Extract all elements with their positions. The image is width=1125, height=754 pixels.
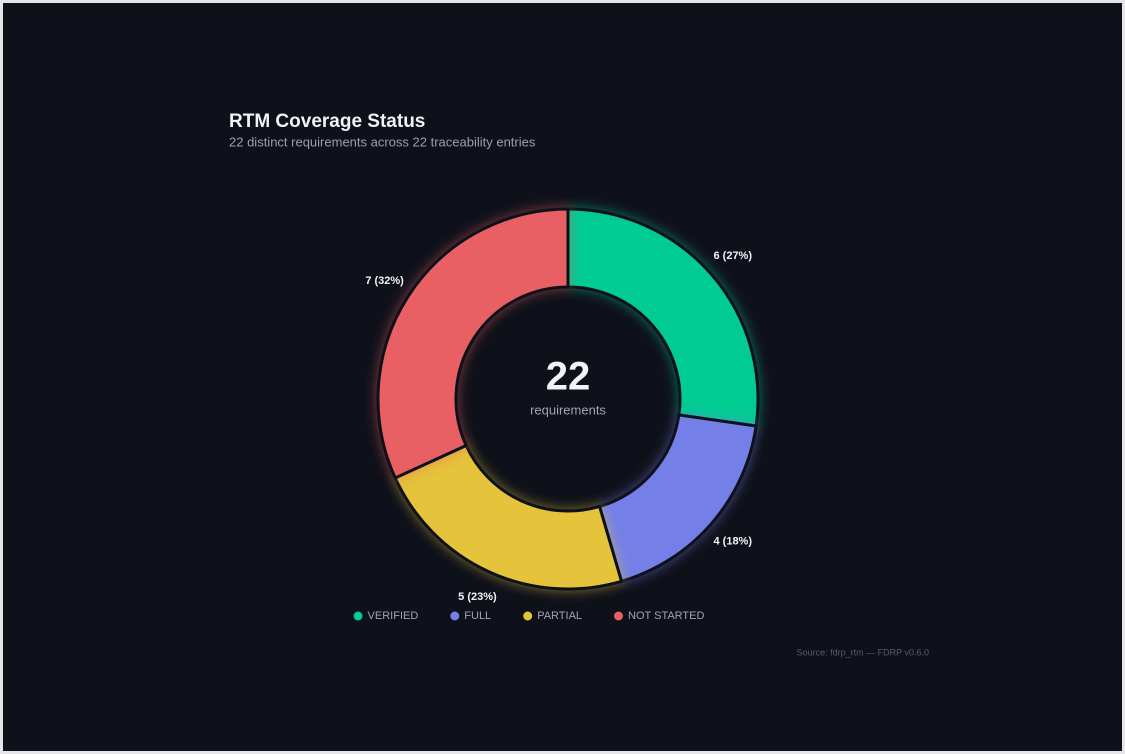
value-label: 4 (18%) <box>713 536 752 548</box>
donut-segment <box>566 207 760 428</box>
chart-subtitle: 22 distinct requirements across 22 trace… <box>229 134 536 149</box>
legend-swatch <box>614 611 624 621</box>
value-label: 5 (23%) <box>458 591 497 603</box>
donut-segment <box>393 444 624 591</box>
legend-swatch <box>523 611 533 621</box>
legend-swatch <box>450 611 460 621</box>
value-label: 6 (27%) <box>713 250 752 262</box>
source-note: Source: fdrp_rtm — FDRP v0.6.0 <box>797 647 929 657</box>
center-label: requirements <box>530 402 606 417</box>
center-value: 22 <box>546 355 591 399</box>
chart-title: RTM Coverage Status <box>229 111 425 132</box>
background <box>3 3 1122 751</box>
legend-swatch <box>353 611 363 621</box>
legend-label: NOT STARTED <box>628 610 704 622</box>
legend-label: FULL <box>464 610 491 622</box>
legend-label: VERIFIED <box>368 610 419 622</box>
legend-label: PARTIAL <box>537 610 582 622</box>
value-label: 7 (32%) <box>365 275 404 287</box>
donut-segment <box>376 207 570 480</box>
